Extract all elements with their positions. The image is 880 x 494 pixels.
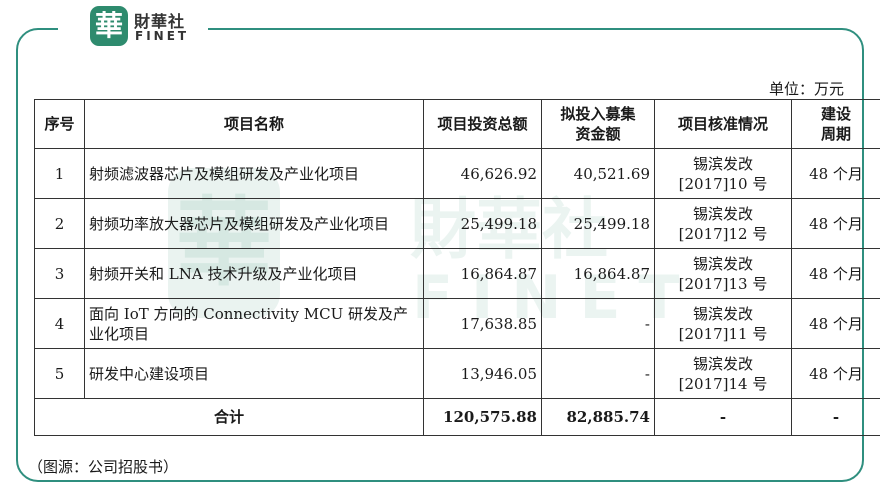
cell-approval: 锡滨发改[2017]13 号	[654, 248, 792, 299]
unit-label: 单位：万元	[768, 80, 844, 98]
cell-total: 46,626.92	[423, 148, 542, 199]
cell-period: 48 个月	[791, 198, 880, 249]
logo-name-en: FINET	[135, 29, 190, 43]
table-row: 3 射频开关和 LNA 技术升级及产业化项目 16,864.87 16,864.…	[34, 248, 880, 299]
total-label: 合计	[34, 398, 424, 436]
cell-period: 48 个月	[791, 148, 880, 199]
cell-approval: 锡滨发改[2017]11 号	[654, 298, 792, 349]
cell-no: 5	[34, 348, 85, 399]
cell-period: 48 个月	[791, 248, 880, 299]
header-raised-amount: 拟投入募集资金额	[541, 99, 655, 149]
cell-no: 1	[34, 148, 85, 199]
cell-approval: 锡滨发改[2017]10 号	[654, 148, 792, 199]
table-total-row: 合计 120,575.88 82,885.74 - -	[34, 398, 880, 436]
cell-approval: 锡滨发改[2017]12 号	[654, 198, 792, 249]
cell-total: 17,638.85	[423, 298, 542, 349]
cell-period: 48 个月	[791, 298, 880, 349]
total-raised: 82,885.74	[541, 398, 655, 436]
cell-raised: -	[541, 348, 655, 399]
cell-total: 16,864.87	[423, 248, 542, 299]
table-row: 2 射频功率放大器芯片及模组研发及产业化项目 25,499.18 25,499.…	[34, 198, 880, 249]
table-row: 4 面向 IoT 方向的 Connectivity MCU 研发及产业化项目 1…	[34, 298, 880, 349]
total-approval: -	[654, 398, 792, 436]
header-no: 序号	[34, 99, 85, 149]
logo-name-cn: 財華社	[134, 12, 186, 31]
cell-total: 25,499.18	[423, 198, 542, 249]
cell-project-name: 射频开关和 LNA 技术升级及产业化项目	[84, 248, 424, 299]
source-note: （图源：公司招股书）	[28, 458, 179, 476]
cell-period: 48 个月	[791, 348, 880, 399]
table-header-row: 序号 项目名称 项目投资总额 拟投入募集资金额 项目核准情况 建设周期	[34, 99, 880, 149]
fund-use-table: 序号 项目名称 项目投资总额 拟投入募集资金额 项目核准情况 建设周期 1 射频…	[34, 99, 880, 436]
header-project-name: 项目名称	[84, 99, 424, 149]
cell-raised: -	[541, 298, 655, 349]
table-row: 5 研发中心建设项目 13,946.05 - 锡滨发改[2017]14 号 48…	[34, 348, 880, 399]
cell-total: 13,946.05	[423, 348, 542, 399]
logo-background	[58, 4, 208, 50]
cell-project-name: 射频滤波器芯片及模组研发及产业化项目	[84, 148, 424, 199]
cell-project-name: 射频功率放大器芯片及模组研发及产业化项目	[84, 198, 424, 249]
header-period: 建设周期	[791, 99, 880, 149]
cell-no: 3	[34, 248, 85, 299]
cell-no: 2	[34, 198, 85, 249]
cell-project-name: 面向 IoT 方向的 Connectivity MCU 研发及产业化项目	[84, 298, 424, 349]
header-approval: 项目核准情况	[654, 99, 792, 149]
header-total-investment: 项目投资总额	[423, 99, 542, 149]
cell-no: 4	[34, 298, 85, 349]
cell-approval: 锡滨发改[2017]14 号	[654, 348, 792, 399]
total-investment: 120,575.88	[423, 398, 542, 436]
table-row: 1 射频滤波器芯片及模组研发及产业化项目 46,626.92 40,521.69…	[34, 148, 880, 199]
cell-raised: 25,499.18	[541, 198, 655, 249]
cell-raised: 40,521.69	[541, 148, 655, 199]
cell-project-name: 研发中心建设项目	[84, 348, 424, 399]
finet-logo-icon: 華	[90, 6, 128, 46]
cell-raised: 16,864.87	[541, 248, 655, 299]
total-period: -	[791, 398, 880, 436]
